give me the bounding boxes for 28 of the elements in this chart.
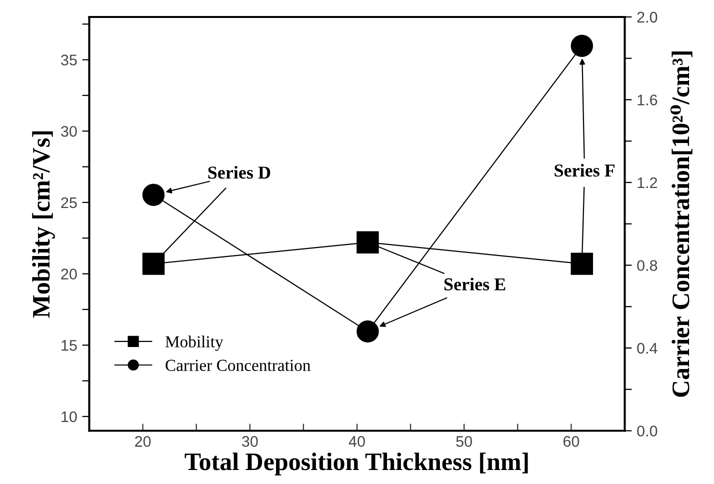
y2-tick-label: 0.8: [637, 260, 658, 271]
x-tick-label: 30: [242, 436, 258, 447]
x-tick-label: 20: [135, 436, 151, 447]
y2-axis-title: Carrier Concentration[10²⁰/cm³]: [670, 52, 692, 397]
y2-tick-label: 0.0: [637, 426, 658, 436]
y-tick-label: 10: [62, 411, 77, 422]
y2-tick-label: 1.2: [638, 177, 658, 188]
legend-label: Carrier Concentration: [166, 360, 310, 371]
y-tick-label: 30: [61, 126, 77, 137]
point: [356, 320, 379, 343]
y-tick-label: 25: [61, 197, 77, 208]
y-axis-title: Mobility [cm²/Vs]: [32, 131, 55, 318]
y-tick-label: 15: [62, 340, 77, 351]
annotation: Series F: [554, 164, 615, 177]
legend-label: Mobility: [165, 336, 224, 351]
x-tick-label: 40: [348, 436, 365, 447]
annotation: Series D: [208, 166, 270, 179]
x-axis-title: Total Deposition Thickness [nm]: [184, 452, 528, 476]
y2-tick-label: 0.4: [637, 342, 658, 354]
y2-tick-label: 1.6: [638, 94, 658, 106]
y-tick-label: 20: [61, 268, 77, 280]
y-tick-label: 35: [61, 54, 77, 66]
point: [142, 184, 165, 206]
x-tick-label: 60: [563, 436, 580, 447]
annotation: Series E: [444, 278, 506, 290]
x-tick-label: 50: [456, 436, 472, 447]
y2-tick-label: 2.0: [637, 12, 658, 23]
point: [570, 34, 594, 58]
